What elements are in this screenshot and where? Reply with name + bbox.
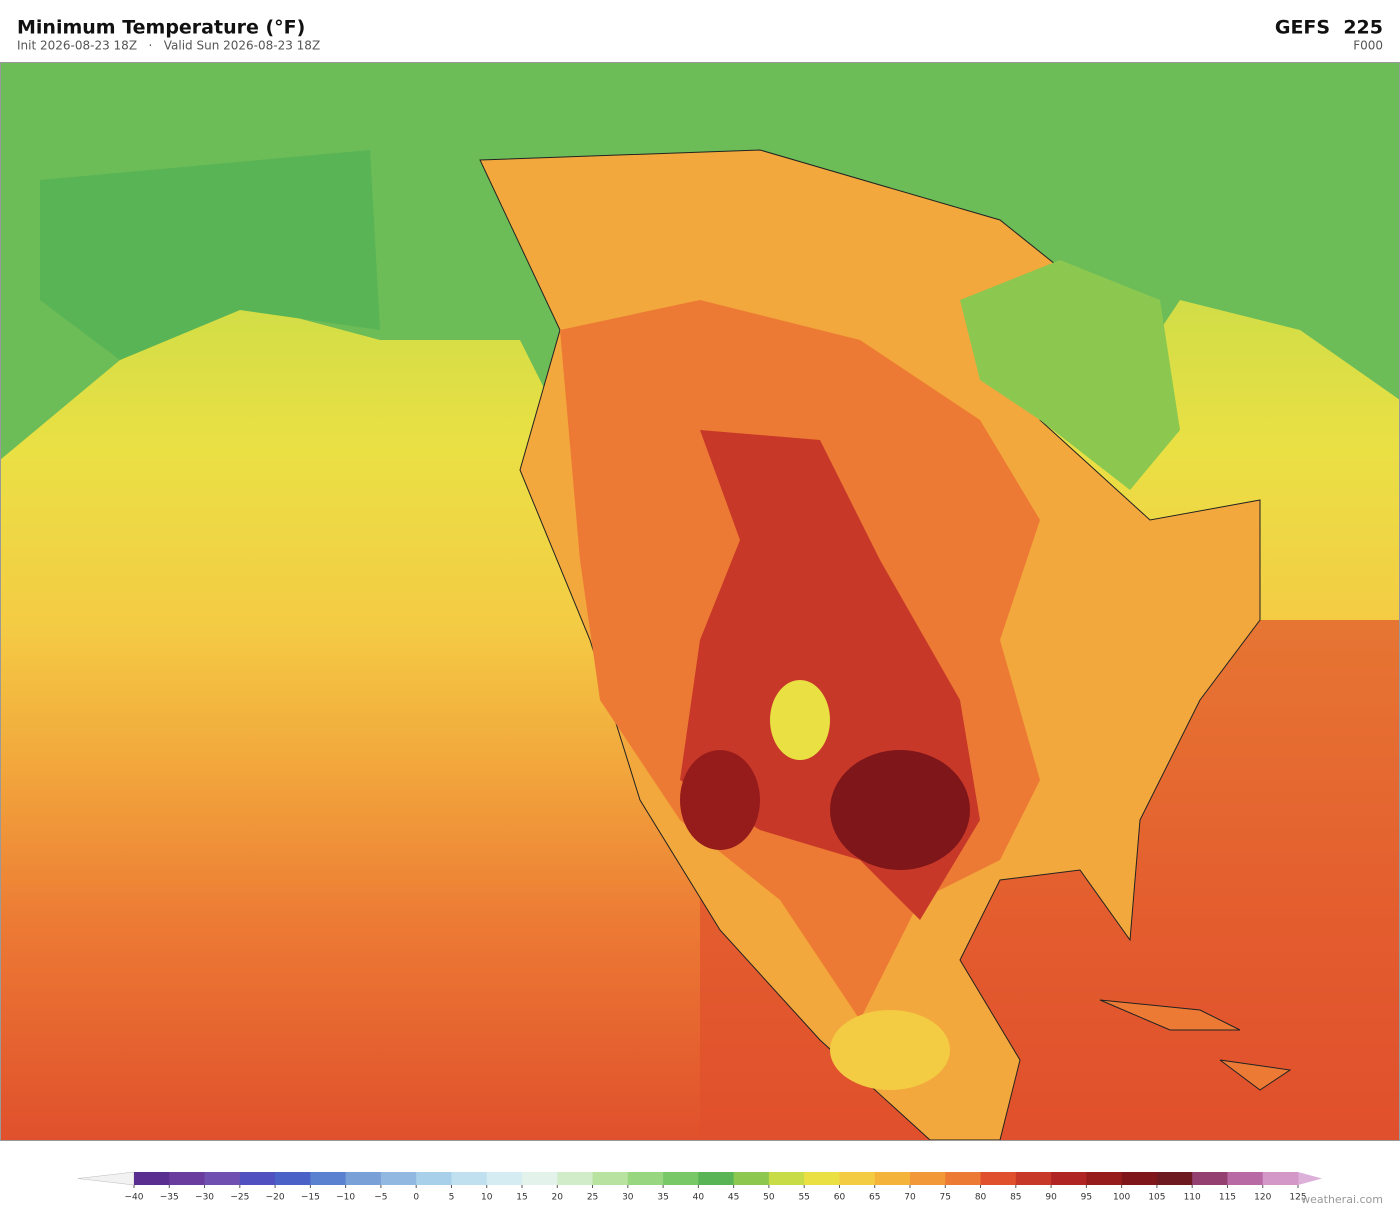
colorbar-tick-label: 110	[1184, 1193, 1201, 1203]
colorbar-segment	[310, 1172, 347, 1185]
colorbar-segment	[169, 1172, 206, 1185]
hottest-area	[830, 750, 970, 870]
colorbar-tick-label: 95	[1081, 1193, 1092, 1203]
colorbar-tick-label: 125	[1289, 1193, 1306, 1203]
forecast-hour: F000	[1353, 39, 1383, 53]
mexico-highlands	[830, 1010, 950, 1090]
colorbar-tick-label: 115	[1219, 1193, 1236, 1203]
colorbar-segment	[839, 1172, 876, 1185]
colorbar-tick-label: 45	[728, 1193, 739, 1203]
colorbar-segment	[134, 1172, 170, 1185]
colorbar-segment	[768, 1172, 805, 1185]
colorbar-tick-label: 75	[940, 1193, 951, 1203]
watermark: weatherai.com	[1301, 1193, 1383, 1206]
colorbar-segment	[1121, 1172, 1158, 1185]
colorbar-tick-label: 40	[693, 1193, 705, 1203]
colorbar-tick-label: 30	[622, 1193, 634, 1203]
colorbar-segment	[1156, 1172, 1193, 1185]
colorbar-tick-label: 55	[798, 1193, 809, 1203]
colorbar-tick-label: 90	[1045, 1193, 1057, 1203]
colorbar-tick-label: −40	[125, 1193, 144, 1203]
colorbar-segment	[451, 1172, 488, 1185]
colorbar-tick-label: 80	[975, 1193, 987, 1203]
colorbar-tick-label: 0	[413, 1193, 419, 1203]
colorbar-segment	[522, 1172, 558, 1185]
colorbar-tick-label: 25	[587, 1193, 598, 1203]
colorbar-segment	[1051, 1172, 1087, 1185]
colorbar-segment	[910, 1172, 946, 1185]
colorbar-segment	[557, 1172, 594, 1185]
colorbar-tick-label: 85	[1010, 1193, 1021, 1203]
colorbar-segment	[416, 1172, 452, 1185]
colorbar-tick-label: 50	[763, 1193, 775, 1203]
colorbar-segment	[592, 1172, 629, 1185]
colorbar-tick-label: −30	[195, 1193, 214, 1203]
colorbar-tick-label: 15	[516, 1193, 527, 1203]
colorbar-segment	[345, 1172, 382, 1185]
colorbar-over	[1298, 1172, 1322, 1185]
colorbar-segment	[804, 1172, 840, 1185]
colorbar-segment	[627, 1172, 664, 1185]
colorbar-segment	[1192, 1172, 1228, 1185]
colorbar-tick-label: 60	[834, 1193, 846, 1203]
colorbar-segment	[698, 1172, 735, 1185]
colorbar-segment	[1015, 1172, 1052, 1185]
colorbar-tick-label: 100	[1113, 1193, 1130, 1203]
colorbar-tick-label: −20	[266, 1193, 285, 1203]
colorbar-tick-label: −35	[160, 1193, 179, 1203]
colorbar-tick-label: 105	[1148, 1193, 1165, 1203]
colorbar-tick-label: −5	[374, 1193, 387, 1203]
map	[0, 62, 1400, 1140]
hudson-bay	[960, 260, 1180, 490]
colorbar-segment	[204, 1172, 241, 1185]
colorbar-segment	[733, 1172, 770, 1185]
colorbar-segment	[663, 1172, 699, 1185]
colorbar-segment	[486, 1172, 523, 1185]
colorbar-tick-label: −25	[230, 1193, 249, 1203]
colorbar-segment	[380, 1172, 417, 1185]
colorbar-tick-label: 70	[904, 1193, 916, 1203]
model-label: GEFS 225	[1275, 17, 1383, 39]
colorbar-segment	[239, 1172, 276, 1185]
colorbar-tick-label: 20	[552, 1193, 564, 1203]
colorbar-tick-label: 5	[449, 1193, 455, 1203]
colorbar-segment	[874, 1172, 911, 1185]
colorbar-tick-label: 65	[869, 1193, 880, 1203]
subtitle: Init 2026-08-23 18Z · Valid Sun 2026-08-…	[17, 39, 320, 53]
alaska	[40, 150, 380, 360]
colorbar-tick-label: 120	[1254, 1193, 1271, 1203]
islands	[1099, 999, 1292, 1091]
colorbar-tick-label: −10	[336, 1193, 355, 1203]
title: Minimum Temperature (°F)	[17, 17, 305, 39]
colorbar-segment	[980, 1172, 1017, 1185]
colorbar: −40 −35 −30 −25 −20 −15 −10 −5 0 5 10 15 20 25 30 35 40 4…	[77, 1171, 1322, 1203]
colorbar-segment	[275, 1172, 311, 1185]
colorbar-segment	[1227, 1172, 1264, 1185]
colorbar-segment	[1262, 1172, 1299, 1185]
desert-area	[680, 750, 760, 850]
mountain-area	[770, 680, 830, 760]
colorbar-tick-label: −15	[301, 1193, 320, 1203]
colorbar-under	[77, 1171, 135, 1186]
colorbar-segment	[1086, 1172, 1123, 1185]
colorbar-tick-label: 10	[481, 1193, 493, 1203]
colorbar-segment	[945, 1172, 982, 1185]
colorbar-tick-label: 35	[657, 1193, 668, 1203]
